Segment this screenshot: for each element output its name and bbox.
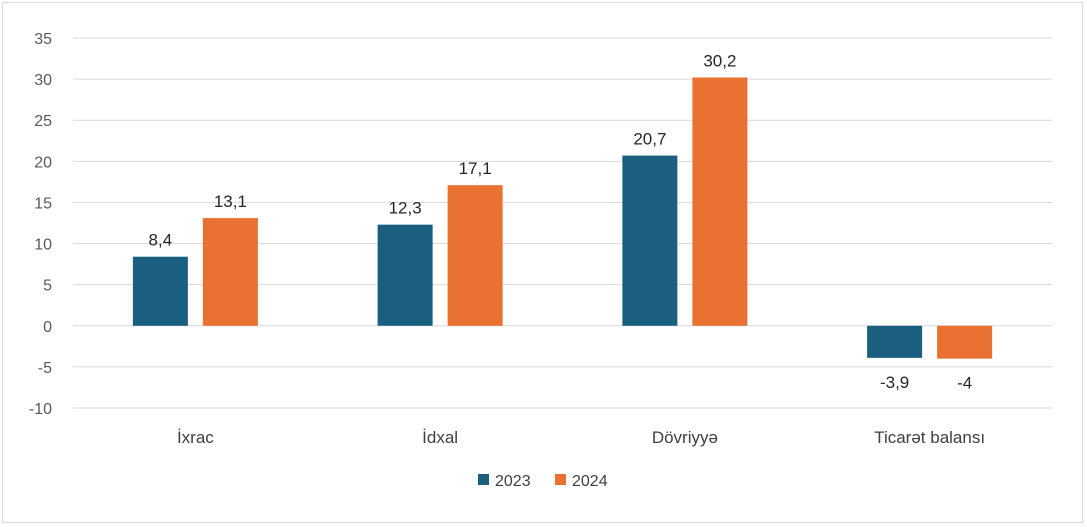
y-tick-label: 25	[34, 113, 52, 130]
bar-2024-1	[447, 185, 503, 326]
y-tick-label: -10	[29, 401, 52, 418]
legend-swatch-2023	[478, 474, 489, 485]
legend-label-2024: 2024	[572, 473, 608, 490]
y-tick-label: 5	[43, 278, 52, 295]
data-label: 8,4	[149, 231, 173, 250]
category-label: İdxal	[422, 428, 458, 447]
bar-2024-3	[937, 325, 993, 359]
gridlines	[73, 37, 1052, 409]
y-tick-label: -5	[38, 360, 52, 377]
bar-2023-2	[622, 155, 678, 326]
legend-swatch-2024	[555, 474, 566, 485]
data-label: 20,7	[633, 130, 666, 149]
y-axis-ticks: 35 30 25 20 15 10 5 0 -5 -10	[29, 31, 52, 418]
legend: 2023 2024	[478, 473, 608, 490]
category-label: İxrac	[177, 428, 214, 447]
bar-2023-0	[132, 256, 188, 326]
data-label: 17,1	[459, 159, 492, 178]
data-label: -3,9	[880, 373, 909, 392]
bar-2023-3	[867, 325, 923, 358]
bar-2023-1	[377, 224, 433, 326]
bar-2024-0	[202, 218, 258, 326]
data-labels: 8,4 13,1 12,3 17,1 20,7 30,2 -3,9 -4	[149, 51, 973, 392]
category-label: Dövriyyə	[652, 428, 718, 447]
bars	[132, 77, 993, 359]
legend-label-2023: 2023	[495, 473, 531, 490]
data-label: 30,2	[703, 51, 736, 70]
category-label: Ticarət balansı	[874, 428, 985, 447]
y-tick-label: 35	[34, 31, 52, 48]
bar-2024-2	[692, 77, 748, 326]
y-tick-label: 15	[34, 195, 52, 212]
y-tick-label: 0	[43, 319, 52, 336]
data-label: 12,3	[389, 199, 422, 218]
y-tick-label: 30	[34, 72, 52, 89]
y-tick-label: 10	[34, 237, 52, 254]
y-tick-label: 20	[34, 154, 52, 171]
data-label: -4	[957, 374, 972, 393]
data-label: 13,1	[214, 192, 247, 211]
x-axis-categories: İxrac İdxal Dövriyyə Ticarət balansı	[177, 428, 985, 447]
